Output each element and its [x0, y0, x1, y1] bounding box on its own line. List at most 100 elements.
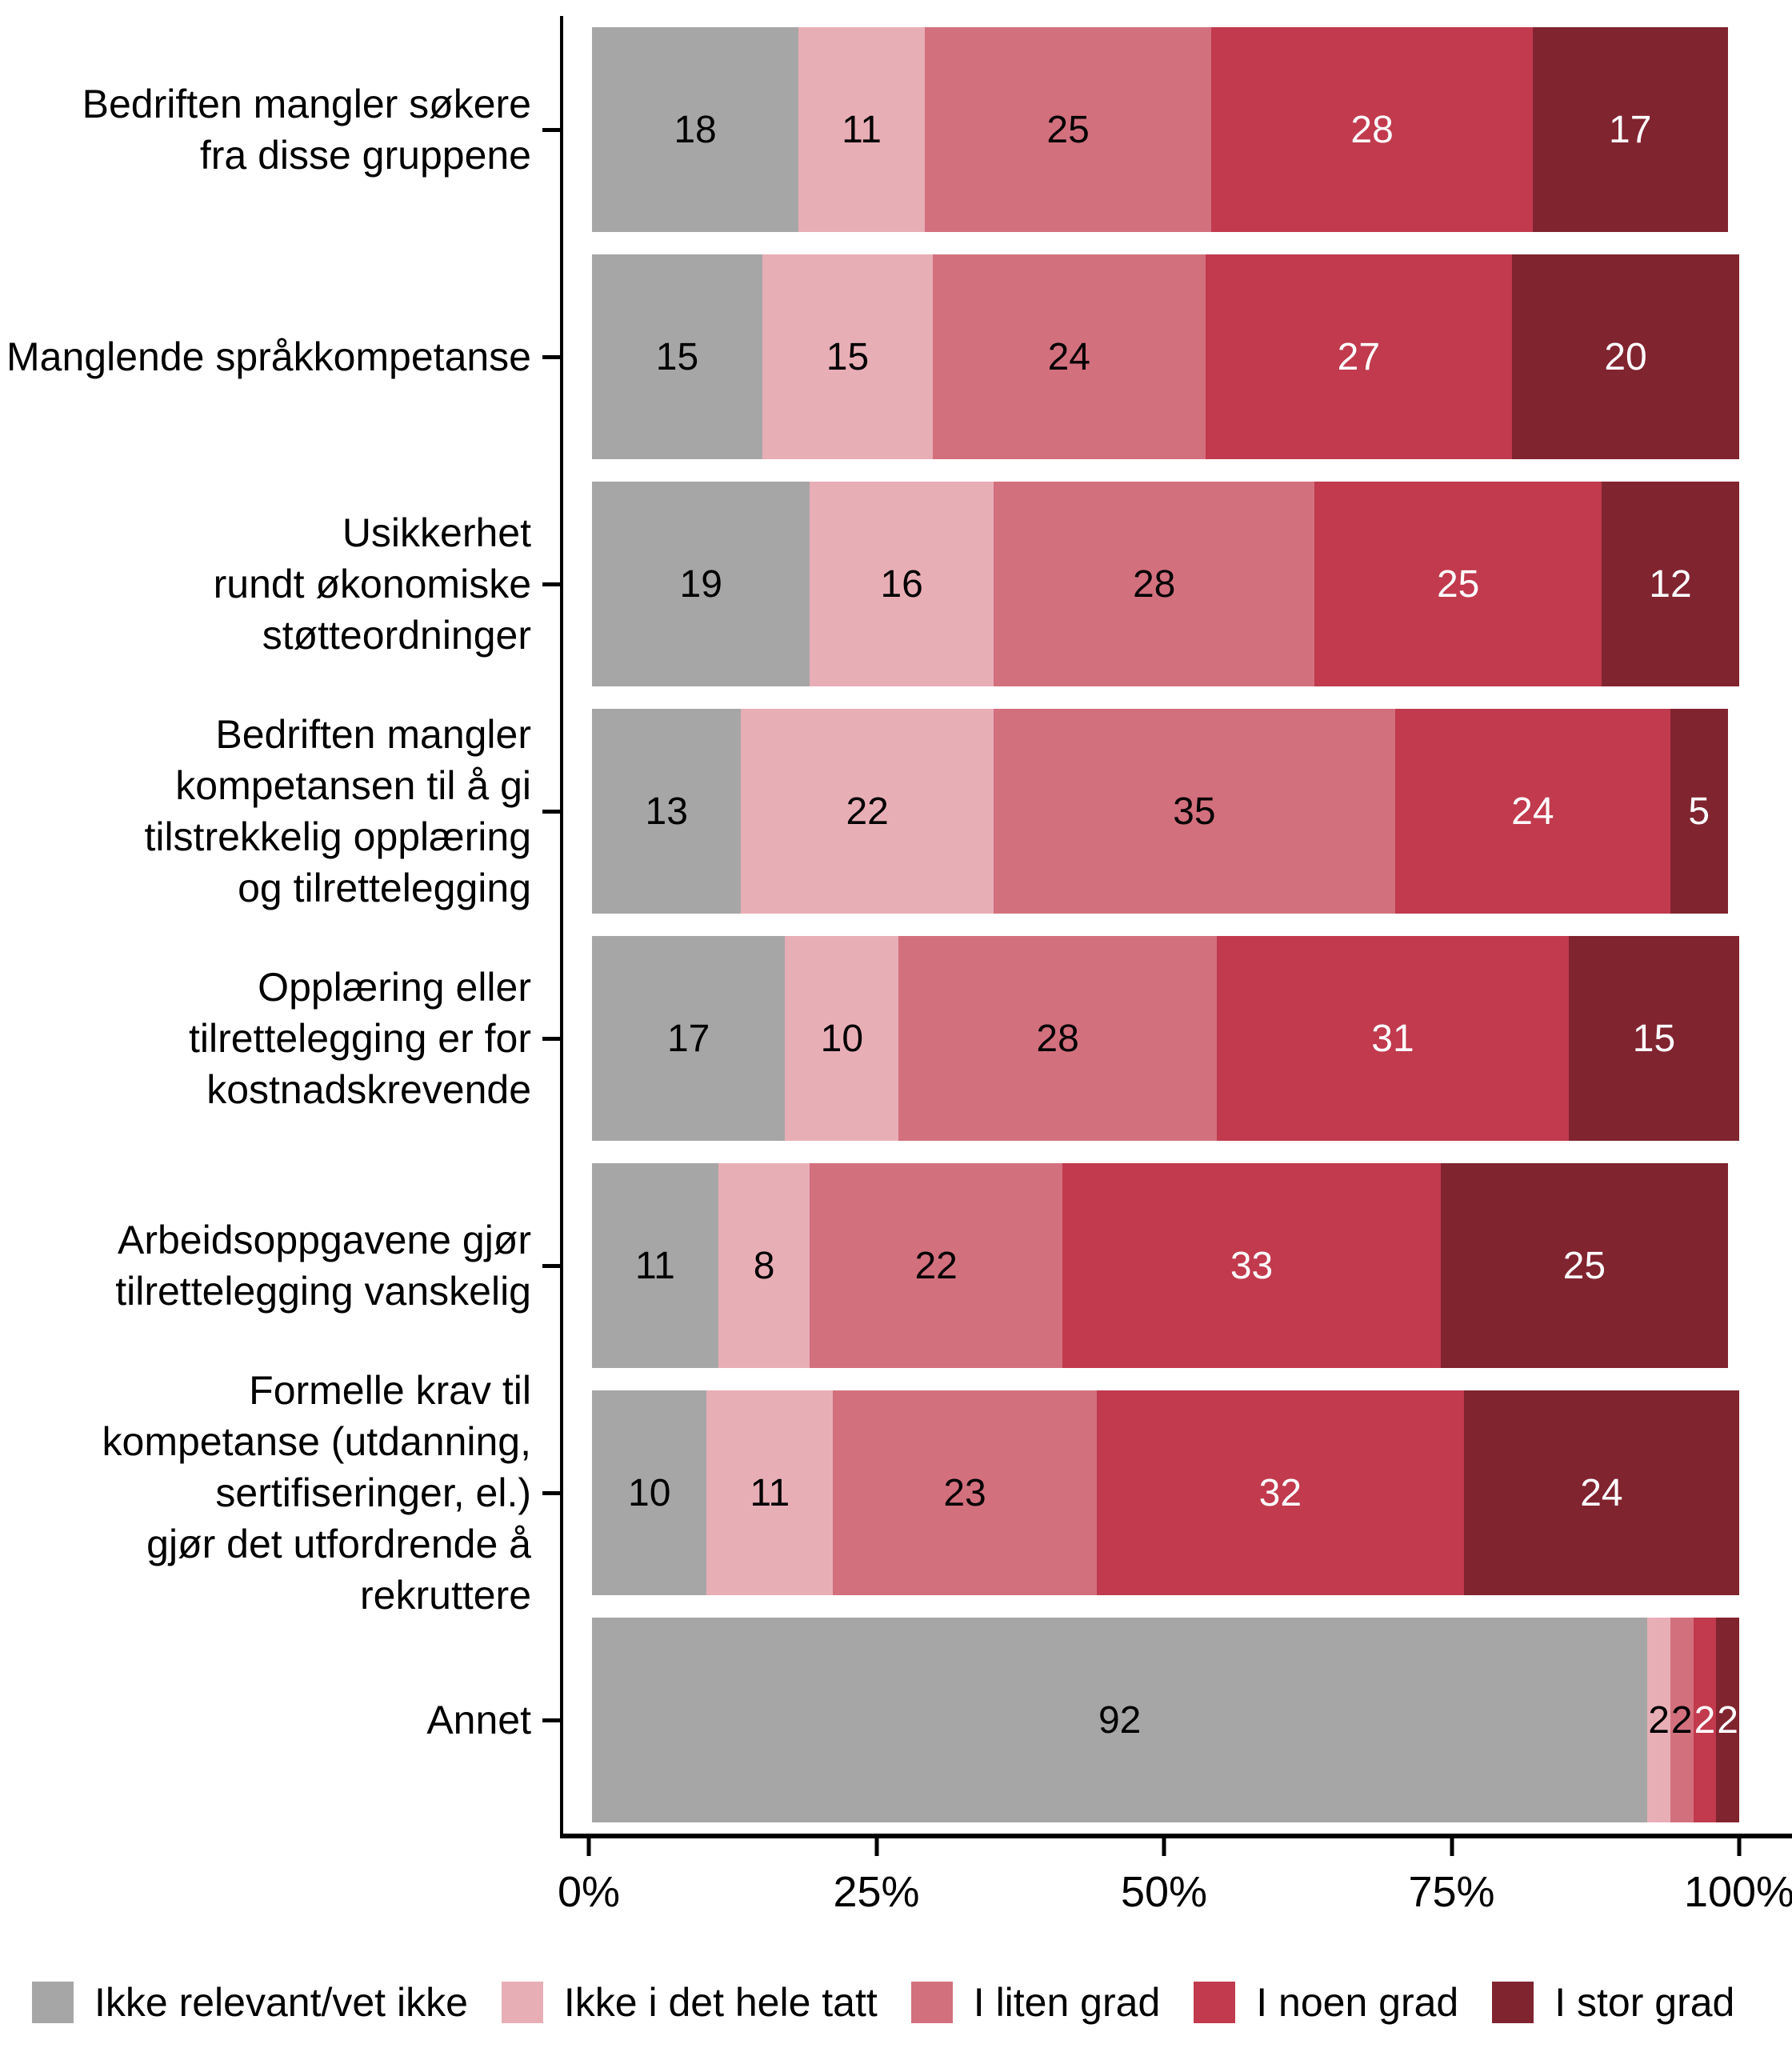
segment-value-label: 22 [846, 790, 889, 833]
category-label: Manglende språkkompetanse [6, 334, 531, 379]
x-tick-label: 25% [833, 1868, 920, 1916]
x-tick-label: 0% [557, 1868, 621, 1916]
bar-segment: 28 [993, 482, 1315, 686]
y-axis-cell: Bedriften mangler kompetansen til å gi t… [0, 698, 560, 925]
y-axis-cell: Manglende språkkompetanse [0, 243, 560, 470]
legend-swatch [1492, 1982, 1534, 2023]
bar-segment: 17 [592, 936, 786, 1141]
y-axis-cell: Opplæring eller tilrettelegging er for k… [0, 925, 560, 1152]
x-tick-label: 75% [1408, 1868, 1495, 1916]
bar-segment: 28 [898, 936, 1217, 1141]
bar-segment: 92 [592, 1618, 1648, 1822]
bar-segment: 24 [932, 254, 1206, 459]
y-tick-mark [542, 1718, 560, 1722]
category-label: Formelle krav til kompetanse (utdanning,… [102, 1368, 531, 1618]
segment-value-label: 2 [1670, 1698, 1693, 1742]
bar-segment: 25 [924, 27, 1212, 232]
plot-panel: 18 11 25 28 17 [560, 16, 1792, 243]
segment-value-label: 10 [820, 1017, 864, 1060]
chart-row: Opplæring eller tilrettelegging er for k… [0, 925, 1792, 1152]
bar-segment: 13 [592, 709, 742, 914]
legend-swatch [32, 1982, 74, 2023]
bar-segment: 10 [785, 936, 899, 1141]
chart-row: Formelle krav til kompetanse (utdanning,… [0, 1368, 1792, 1618]
chart-row: Arbeidsoppgavene gjør tilrettelegging va… [0, 1152, 1792, 1379]
chart-rows: Bedriften mangler søkere fra disse grupp… [0, 16, 1792, 1834]
segment-value-label: 28 [1350, 108, 1394, 151]
bar-segment: 33 [1062, 1163, 1442, 1368]
category-label: Usikkerhet rundt økonomiske støtteordnin… [213, 510, 531, 658]
segment-value-label: 33 [1230, 1244, 1274, 1287]
segment-value-label: 2 [1717, 1698, 1738, 1742]
bar-segment: 11 [592, 1163, 718, 1368]
stacked-bar: 10 11 23 32 24 [592, 1390, 1739, 1595]
bar-segment: 18 [592, 27, 799, 232]
bar-segment: 28 [1211, 27, 1533, 232]
y-axis-cell: Arbeidsoppgavene gjør tilrettelegging va… [0, 1152, 560, 1379]
legend-label: I stor grad [1554, 1980, 1735, 2025]
bar-segment: 8 [718, 1163, 810, 1368]
segment-value-label: 28 [1132, 562, 1176, 606]
y-tick-mark [542, 1264, 560, 1268]
segment-value-label: 13 [645, 790, 688, 833]
bar-segment: 25 [1441, 1163, 1728, 1368]
y-axis-cell: Usikkerhet rundt økonomiske støtteordnin… [0, 470, 560, 698]
stacked-bar: 15 15 24 27 20 [592, 254, 1739, 459]
category-label: Arbeidsoppgavene gjør tilrettelegging va… [115, 1218, 531, 1314]
stacked-bar: 13 22 35 24 5 [592, 709, 1739, 914]
stacked-bar: 17 10 28 31 15 [592, 936, 1739, 1141]
stacked-bar-chart: Bedriften mangler søkere fra disse grupp… [0, 16, 1792, 2064]
chart-row: Usikkerhet rundt økonomiske støtteordnin… [0, 470, 1792, 698]
bar-segment: 2 [1716, 1618, 1739, 1822]
plot-panel: 19 16 28 25 12 [560, 470, 1792, 698]
x-axis-spacer [0, 1834, 560, 1938]
y-tick-mark [542, 582, 560, 586]
y-tick-mark [542, 1037, 560, 1041]
y-tick-mark [542, 355, 560, 359]
legend-item: I noen grad [1194, 1979, 1458, 2026]
plot-panel: 15 15 24 27 20 [560, 243, 1792, 470]
plot-panel: 17 10 28 31 15 [560, 925, 1792, 1152]
legend-item: I stor grad [1492, 1979, 1734, 2026]
segment-value-label: 15 [655, 335, 699, 378]
legend-item: Ikke relevant/vet ikke [32, 1979, 468, 2026]
legend-label: Ikke relevant/vet ikke [94, 1980, 468, 2025]
bar-segment: 25 [1314, 482, 1602, 686]
bar-segment: 2 [1693, 1618, 1717, 1822]
bar-segment: 23 [833, 1390, 1097, 1595]
segment-value-label: 17 [1609, 108, 1652, 151]
plot-panel: 13 22 35 24 5 [560, 698, 1792, 925]
bar-segment: 24 [1463, 1390, 1739, 1595]
chart-row: Manglende språkkompetanse 15 15 24 27 20 [0, 243, 1792, 470]
legend-item: I liten grad [910, 1979, 1161, 2026]
bar-segment: 15 [592, 254, 762, 459]
bar-segment: 2 [1647, 1618, 1670, 1822]
segment-value-label: 35 [1173, 790, 1216, 833]
stacked-bar: 92 2 2 2 2 [592, 1618, 1739, 1822]
segment-value-label: 24 [1511, 790, 1554, 833]
bar-segment: 11 [706, 1390, 834, 1595]
category-label: Bedriften mangler kompetansen til å gi t… [144, 712, 531, 910]
bar-segment: 32 [1096, 1390, 1464, 1595]
chart-row: Annet 92 2 2 2 2 [0, 1606, 1792, 1834]
segment-value-label: 25 [1436, 562, 1480, 606]
segment-value-label: 25 [1046, 108, 1090, 151]
bar-segment: 20 [1512, 254, 1739, 459]
segment-value-label: 5 [1688, 790, 1710, 833]
segment-value-label: 8 [753, 1244, 775, 1287]
legend-label: I liten grad [973, 1980, 1161, 2025]
bar-segment: 5 [1670, 709, 1728, 914]
x-tick-label: 100% [1683, 1868, 1792, 1916]
segment-value-label: 12 [1649, 562, 1692, 606]
category-label: Bedriften mangler søkere fra disse grupp… [82, 82, 531, 178]
bar-segment: 11 [798, 27, 925, 232]
legend-swatch [1194, 1982, 1236, 2023]
segment-value-label: 22 [914, 1244, 958, 1287]
bar-segment: 17 [1532, 27, 1728, 232]
segment-value-label: 11 [634, 1244, 675, 1287]
bar-segment: 27 [1205, 254, 1513, 459]
bar-segment: 15 [1569, 936, 1739, 1141]
category-label: Annet [426, 1698, 531, 1742]
chart-row: Bedriften mangler kompetansen til å gi t… [0, 698, 1792, 925]
segment-value-label: 31 [1371, 1017, 1414, 1060]
